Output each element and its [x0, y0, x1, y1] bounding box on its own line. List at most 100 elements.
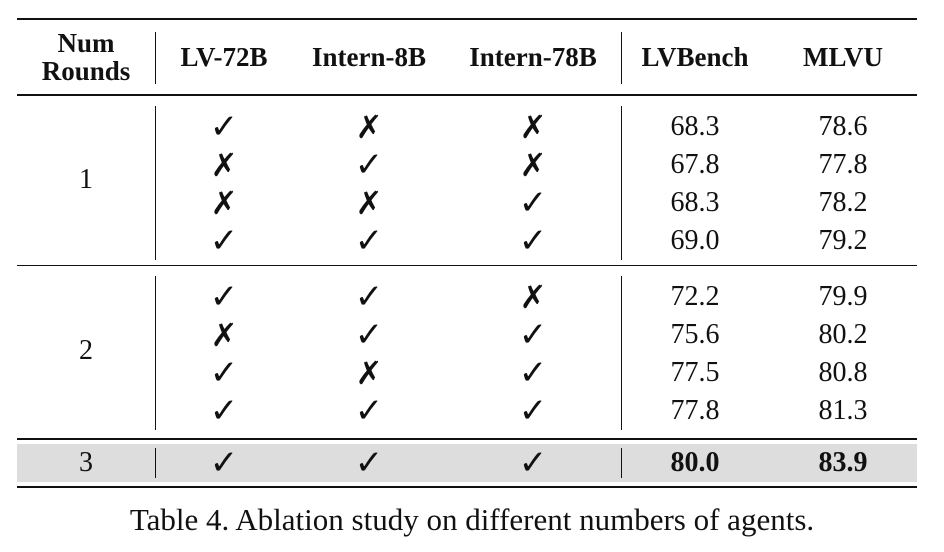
cell-lvbench: 77.5	[670, 357, 720, 389]
check-mark-icon: ✓	[354, 277, 384, 318]
check-mark-icon: ✓	[209, 106, 239, 147]
check-mark-icon: ✓	[209, 277, 239, 318]
check-mark-icon: ✓	[209, 442, 239, 483]
check-mark-icon: ✓	[354, 315, 384, 356]
column-divider	[155, 32, 157, 84]
header-rounds-line: Rounds	[41, 56, 131, 86]
table-row: ✓ ✓ ✗ 72.2 79.9	[17, 278, 917, 316]
bottom-rule	[17, 485, 917, 488]
cell-intern8b: ✗	[293, 108, 445, 146]
cross-mark-icon: ✗	[355, 107, 383, 146]
header-lv72b: LV-72B	[180, 41, 268, 72]
cross-mark-icon: ✗	[355, 183, 383, 222]
table-row: ✓ ✗ ✗ 68.3 78.6	[17, 108, 917, 146]
check-mark-icon: ✓	[209, 353, 239, 394]
final-mlvu: 83.9	[818, 446, 868, 478]
round-label: 2	[79, 334, 93, 366]
cell-mlvu: 80.8	[818, 357, 868, 389]
cell-lv72b: ✓	[155, 354, 293, 392]
cell-lvbench: 67.8	[670, 148, 720, 180]
top-rule	[17, 18, 917, 20]
header-lvbench: LVBench	[641, 41, 749, 72]
cell-intern8b: ✓	[293, 146, 445, 184]
final-lv72b: ✓	[155, 444, 293, 482]
cell-mlvu: 79.2	[818, 224, 868, 256]
final-top-rule	[17, 438, 917, 440]
table-row: ✓ ✓ ✓ 77.8 81.3	[17, 392, 917, 430]
cell-intern8b: ✓	[293, 392, 445, 430]
column-divider	[155, 105, 157, 260]
cell-intern78b: ✗	[445, 278, 621, 316]
cell-intern8b: ✗	[293, 354, 445, 392]
cell-lv72b: ✗	[155, 184, 293, 222]
table-caption: Table 4. Ablation study on different num…	[129, 502, 815, 537]
cell-lvbench: 77.8	[670, 395, 720, 427]
check-mark-icon: ✓	[518, 442, 548, 483]
column-divider	[621, 32, 623, 84]
check-mark-icon: ✓	[518, 182, 548, 223]
header-num-line: Num	[57, 28, 115, 58]
cell-lv72b: ✗	[155, 316, 293, 354]
final-intern78b: ✓	[445, 444, 621, 482]
cell-intern78b: ✗	[445, 146, 621, 184]
cell-lvbench: 75.6	[670, 319, 720, 351]
check-mark-icon: ✓	[518, 315, 548, 356]
round-label: 1	[79, 164, 93, 196]
cell-lv72b: ✓	[155, 392, 293, 430]
table-row: ✓ ✗ ✓ 77.5 80.8	[17, 354, 917, 392]
cell-intern8b: ✓	[293, 278, 445, 316]
cell-mlvu: 77.8	[818, 148, 868, 180]
cell-mlvu: 80.2	[818, 319, 868, 351]
column-divider	[155, 447, 157, 478]
cell-lvbench: 68.3	[670, 186, 720, 218]
round-group: 1 ✓ ✗ ✗ 68.3 78.6 ✗ ✓ ✗ 67.8 77.8 ✗ ✗ ✓ 68.3 78.2 ✓ ✓ ✓ 69.…	[17, 96, 917, 265]
cross-mark-icon: ✗	[519, 278, 547, 317]
row-groups: 1 ✓ ✗ ✗ 68.3 78.6 ✗ ✓ ✗ 67.8 77.8 ✗ ✗ ✓ 68.3 78.2 ✓ ✓ ✓ 69.…	[17, 96, 917, 436]
column-divider	[621, 105, 623, 260]
cross-mark-icon: ✗	[210, 316, 238, 355]
cell-intern8b: ✓	[293, 316, 445, 354]
check-mark-icon: ✓	[354, 144, 384, 185]
check-mark-icon: ✓	[209, 391, 239, 432]
cell-mlvu: 78.6	[818, 110, 868, 142]
cell-mlvu: 78.2	[818, 186, 868, 218]
cell-lvbench: 69.0	[670, 224, 720, 256]
cell-lv72b: ✗	[155, 146, 293, 184]
cell-intern8b: ✓	[293, 222, 445, 260]
cell-intern78b: ✓	[445, 222, 621, 260]
cross-mark-icon: ✗	[355, 354, 383, 393]
column-divider	[621, 447, 623, 478]
final-intern8b: ✓	[293, 444, 445, 482]
column-divider	[155, 276, 157, 431]
cell-intern78b: ✓	[445, 184, 621, 222]
header-rule	[17, 94, 917, 96]
final-round: 3	[79, 446, 93, 478]
check-mark-icon: ✓	[518, 353, 548, 394]
table-row: ✓ ✓ ✓ 69.0 79.2	[17, 222, 917, 260]
round-group: 2 ✓ ✓ ✗ 72.2 79.9 ✗ ✓ ✓ 75.6 80.2 ✓ ✗ ✓ 77.5 80.8 ✓ ✓ ✓ 77.…	[17, 266, 917, 435]
group-rule	[17, 264, 917, 267]
cell-lv72b: ✓	[155, 222, 293, 260]
column-divider	[621, 276, 623, 431]
cross-mark-icon: ✗	[210, 145, 238, 184]
cell-intern78b: ✗	[445, 108, 621, 146]
ablation-table: Num Rounds LV-72B Intern-8B Intern-78B L…	[17, 18, 917, 488]
cell-lv72b: ✓	[155, 108, 293, 146]
final-lvbench: 80.0	[670, 446, 720, 478]
header-intern8b: Intern-8B	[312, 41, 426, 72]
cell-mlvu: 79.9	[818, 281, 868, 313]
check-mark-icon: ✓	[354, 220, 384, 261]
cell-lvbench: 68.3	[670, 110, 720, 142]
check-mark-icon: ✓	[354, 391, 384, 432]
header-row: Num Rounds LV-72B Intern-8B Intern-78B L…	[17, 20, 917, 94]
header-intern78b: Intern-78B	[469, 41, 597, 72]
cross-mark-icon: ✗	[519, 107, 547, 146]
table-row: ✗ ✓ ✗ 67.8 77.8	[17, 146, 917, 184]
cell-intern78b: ✓	[445, 316, 621, 354]
check-mark-icon: ✓	[209, 220, 239, 261]
cell-intern78b: ✓	[445, 354, 621, 392]
cell-lvbench: 72.2	[670, 281, 720, 313]
final-row: 3 ✓ ✓ ✓ 80.0 83.9	[17, 443, 917, 482]
header-num-rounds: Num Rounds	[17, 29, 155, 85]
cross-mark-icon: ✗	[210, 183, 238, 222]
